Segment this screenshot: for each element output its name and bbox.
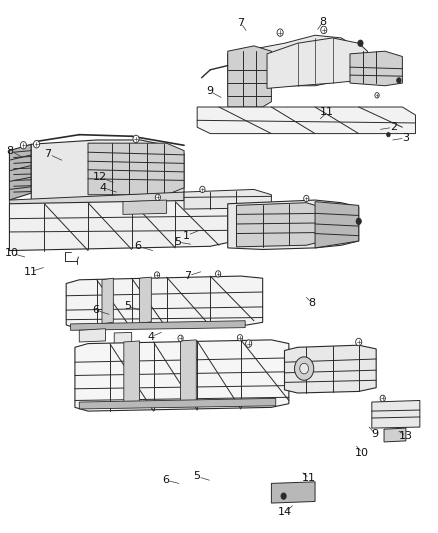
Text: 6: 6 xyxy=(92,305,99,315)
Text: 11: 11 xyxy=(302,473,316,483)
Polygon shape xyxy=(71,321,245,330)
Polygon shape xyxy=(102,278,113,324)
Circle shape xyxy=(375,93,379,98)
Circle shape xyxy=(281,493,286,499)
Polygon shape xyxy=(10,192,184,209)
Text: 2: 2 xyxy=(390,122,397,132)
Text: 4: 4 xyxy=(148,332,155,342)
Polygon shape xyxy=(228,200,359,249)
Polygon shape xyxy=(66,276,263,329)
Polygon shape xyxy=(285,345,376,393)
Text: 10: 10 xyxy=(5,248,18,258)
Circle shape xyxy=(33,141,39,148)
Polygon shape xyxy=(124,341,140,403)
Text: 1: 1 xyxy=(183,231,190,241)
Text: 11: 11 xyxy=(320,107,334,117)
Text: 5: 5 xyxy=(174,237,181,247)
Circle shape xyxy=(20,142,26,149)
Circle shape xyxy=(178,335,183,342)
Polygon shape xyxy=(197,107,416,134)
Polygon shape xyxy=(384,428,406,442)
Polygon shape xyxy=(88,143,184,195)
Circle shape xyxy=(237,335,243,341)
Text: 5: 5 xyxy=(194,472,201,481)
Polygon shape xyxy=(350,51,403,86)
Text: 10: 10 xyxy=(355,448,369,457)
Text: 3: 3 xyxy=(403,133,410,143)
Text: 9: 9 xyxy=(372,429,379,439)
Polygon shape xyxy=(315,201,359,248)
Circle shape xyxy=(200,186,205,192)
Circle shape xyxy=(294,357,314,380)
Text: 13: 13 xyxy=(399,431,413,441)
Text: 6: 6 xyxy=(135,241,142,251)
Circle shape xyxy=(397,78,401,83)
Polygon shape xyxy=(180,340,196,402)
Text: 6: 6 xyxy=(162,475,169,485)
Circle shape xyxy=(321,26,327,34)
Text: 8: 8 xyxy=(308,297,315,308)
Text: 4: 4 xyxy=(100,183,107,193)
Circle shape xyxy=(155,194,160,200)
Polygon shape xyxy=(184,189,272,209)
Circle shape xyxy=(304,195,309,201)
Circle shape xyxy=(133,135,139,143)
Text: 14: 14 xyxy=(278,507,293,517)
Polygon shape xyxy=(31,140,184,204)
Polygon shape xyxy=(272,482,315,503)
Polygon shape xyxy=(123,200,166,214)
Text: 12: 12 xyxy=(93,172,107,182)
Polygon shape xyxy=(140,277,151,324)
Polygon shape xyxy=(267,38,367,88)
Polygon shape xyxy=(10,200,228,251)
Polygon shape xyxy=(10,144,31,200)
Polygon shape xyxy=(237,203,324,247)
Polygon shape xyxy=(372,400,420,428)
Circle shape xyxy=(300,364,308,374)
Polygon shape xyxy=(79,398,276,409)
Text: 9: 9 xyxy=(206,86,213,96)
Polygon shape xyxy=(114,333,132,344)
Circle shape xyxy=(154,272,159,278)
Circle shape xyxy=(356,338,362,346)
Text: 7: 7 xyxy=(237,18,244,28)
Circle shape xyxy=(380,395,385,401)
Circle shape xyxy=(387,133,390,137)
Circle shape xyxy=(356,218,361,224)
Circle shape xyxy=(215,271,221,277)
Text: 5: 5 xyxy=(124,301,131,311)
Circle shape xyxy=(358,40,363,46)
Polygon shape xyxy=(228,35,359,96)
Text: 7: 7 xyxy=(44,149,51,159)
Text: 8: 8 xyxy=(7,146,14,156)
Text: 7: 7 xyxy=(184,271,191,281)
Text: 8: 8 xyxy=(319,17,326,27)
Circle shape xyxy=(246,340,252,348)
Circle shape xyxy=(277,29,283,36)
Polygon shape xyxy=(75,340,289,411)
Polygon shape xyxy=(79,329,106,342)
Polygon shape xyxy=(228,46,272,107)
Text: 11: 11 xyxy=(23,267,37,277)
